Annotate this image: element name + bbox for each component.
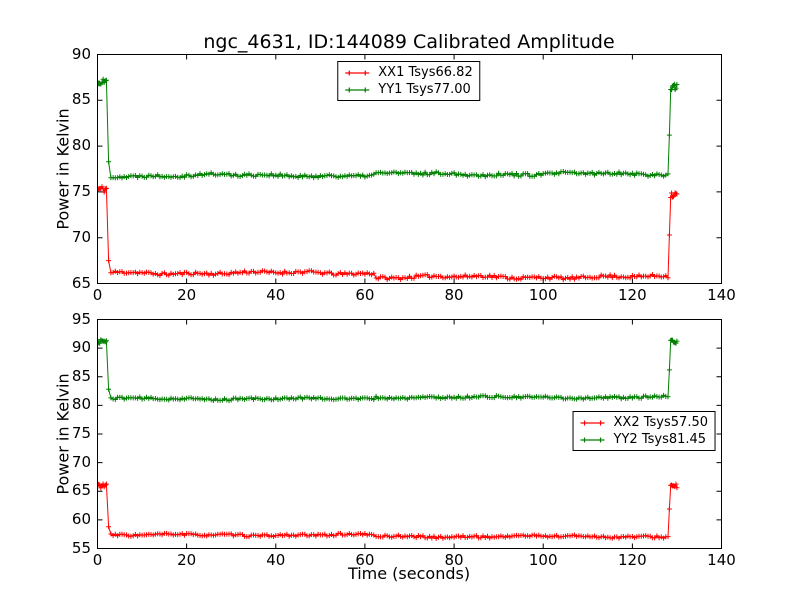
y-tick-label: 60 [71,509,91,528]
x-tick-label: 0 [92,551,103,569]
legend-line-sample-yy2 [580,437,605,442]
legend-line-sample-xx1 [345,70,370,75]
series-yy2-markers [97,337,680,404]
series-xx2-markers [97,481,680,541]
legend-entry-yy1: YY1 Tsys77.00 [343,81,472,98]
y-tick-label: 80 [71,136,91,155]
y-axis-label-top: Power in Kelvin [53,108,73,230]
top-subplot-axes [97,54,722,284]
legend-bottom: XX2 Tsys57.50 YY2 Tsys81.45 [572,411,716,451]
x-tick-label: 100 [528,551,558,569]
y-tick-label: 70 [71,227,91,246]
x-tick-label: 60 [355,551,375,569]
legend-line-sample-yy1 [345,87,370,92]
legend-line-sample-xx2 [580,420,605,425]
y-tick-label: 65 [71,481,91,500]
x-tick-label: 40 [266,286,286,304]
y-tick-label: 85 [71,366,91,385]
x-axis-label: Time (seconds) [347,564,471,583]
legend-entry-xx2: XX2 Tsys57.50 [579,414,708,431]
x-tick-label: 80 [444,286,464,304]
series-xx1-markers [97,184,680,283]
x-tick-label: 120 [618,551,647,569]
legend-label-xx2: XX2 Tsys57.50 [613,415,708,430]
legend-top: XX1 Tsys66.82 YY1 Tsys77.00 [337,61,481,101]
x-tick-label: 100 [528,286,558,304]
x-tick-label: 120 [618,286,647,304]
y-tick-label: 75 [71,424,91,442]
y-tick-label: 65 [71,273,91,292]
x-tick-label: 80 [444,551,464,569]
y-tick-label: 75 [71,181,91,200]
y-tick-label: 80 [71,395,91,414]
x-tick-label: 20 [177,286,197,304]
y-tick-label: 90 [71,338,91,357]
x-tick-label: 20 [177,551,197,569]
x-tick-label: 0 [92,286,103,304]
axis-ticks [97,319,722,549]
x-tick-label: 60 [355,286,375,304]
bottom-subplot-axes [97,319,722,549]
axis-ticks [97,54,722,284]
legend-label-yy1: YY1 Tsys77.00 [378,82,471,97]
y-tick-label: 95 [71,309,91,328]
x-tick-label: 40 [266,551,286,569]
y-tick-label: 55 [71,538,91,557]
x-tick-label: 140 [707,286,736,304]
legend-entry-yy2: YY2 Tsys81.45 [579,431,708,448]
chart-title: ngc_4631, ID:144089 Calibrated Amplitude [203,31,615,53]
y-tick-label: 70 [71,452,91,471]
legend-entry-xx1: XX1 Tsys66.82 [343,64,473,81]
y-tick-label: 85 [71,90,91,109]
legend-label-xx1: XX1 Tsys66.82 [378,65,473,80]
legend-label-yy2: YY2 Tsys81.45 [613,432,707,447]
x-tick-label: 140 [707,551,736,569]
y-tick-label: 90 [71,44,91,63]
